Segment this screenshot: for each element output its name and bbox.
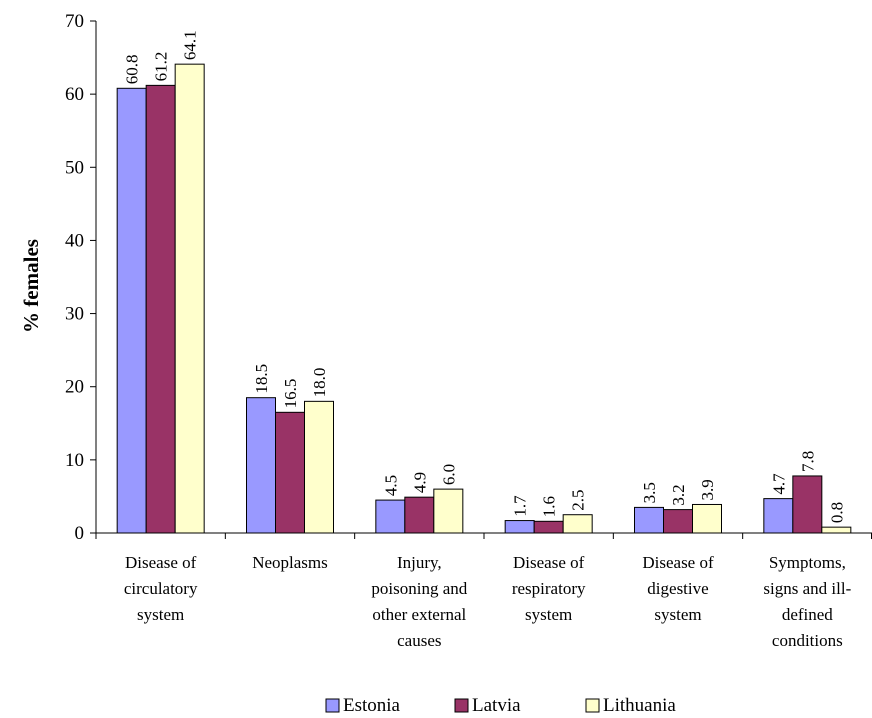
bar-lithuania	[304, 400, 334, 534]
y-tick-label: 70	[65, 11, 84, 32]
bar-estonia	[504, 520, 535, 534]
data-label: 18.5	[252, 364, 271, 394]
bars-group	[116, 63, 852, 534]
bar-latvia	[533, 520, 564, 534]
data-label: 1.6	[540, 496, 559, 517]
data-label: 3.9	[698, 479, 717, 500]
data-labels-group: 60.8 61.2 64.1 18.5 16.5 18.0 4.5 4.9 6.0 1.7 1.6 2…	[123, 30, 847, 523]
bar-latvia	[275, 411, 305, 534]
data-label: 0.8	[827, 502, 846, 523]
bar-estonia	[634, 506, 664, 534]
bar-latvia	[404, 496, 435, 534]
category-label: Symptoms, signs and ill-defined conditions	[763, 553, 851, 650]
data-label: 1.7	[511, 495, 530, 517]
category-label: Injury, poisoning and other external causes	[371, 553, 467, 650]
category-labels-group: Disease of circulatory system Neoplasms Inju…	[124, 553, 852, 650]
y-axis-label: % females	[19, 239, 43, 333]
bar-latvia	[663, 509, 693, 534]
y-tick-label: 30	[65, 304, 84, 325]
data-label: 18.0	[310, 368, 329, 398]
legend: Estonia Latvia Lithuania	[325, 695, 676, 716]
y-axis: 0 10 20 30 40 50 60 70	[65, 11, 97, 544]
data-label: 4.9	[410, 472, 429, 493]
category-label: Disease of circulatory system	[124, 553, 198, 624]
data-label: 60.8	[123, 55, 142, 85]
data-label: 61.2	[152, 52, 171, 82]
legend-label-estonia: Estonia	[343, 695, 401, 716]
bar-lithuania	[562, 514, 593, 534]
bar-lithuania	[174, 63, 205, 534]
legend-swatch-lithuania	[585, 698, 600, 713]
x-axis	[95, 532, 872, 539]
data-label: 2.5	[569, 489, 588, 510]
data-label: 7.8	[798, 451, 817, 472]
data-label: 16.5	[281, 379, 300, 409]
data-label: 3.5	[640, 482, 659, 503]
bar-lithuania	[692, 503, 722, 534]
y-tick-label: 20	[65, 377, 84, 398]
y-tick-label: 0	[75, 523, 85, 544]
data-label: 4.7	[769, 473, 788, 495]
data-label: 6.0	[439, 464, 458, 485]
category-label: Disease of respiratory system	[512, 553, 586, 624]
bar-estonia	[375, 499, 406, 534]
y-tick-label: 40	[65, 230, 84, 251]
bar-estonia	[246, 397, 276, 534]
legend-swatch-latvia	[454, 698, 469, 713]
y-tick-label: 50	[65, 157, 84, 178]
bar-lithuania	[433, 488, 464, 534]
bar-latvia	[145, 84, 176, 534]
category-label: Disease of digestive system	[642, 553, 714, 624]
data-label: 64.1	[181, 30, 200, 60]
legend-label-latvia: Latvia	[472, 695, 521, 716]
legend-label-lithuania: Lithuania	[603, 695, 676, 716]
bar-estonia	[116, 87, 147, 534]
legend-swatch-estonia	[325, 698, 340, 713]
data-label: 3.2	[669, 484, 688, 505]
bar-latvia	[792, 475, 823, 534]
bar-estonia	[763, 498, 794, 534]
bar-lithuania	[821, 526, 852, 534]
category-label: Neoplasms	[252, 553, 328, 572]
y-tick-label: 60	[65, 84, 84, 105]
data-label: 4.5	[381, 475, 400, 496]
y-tick-label: 10	[65, 450, 84, 471]
